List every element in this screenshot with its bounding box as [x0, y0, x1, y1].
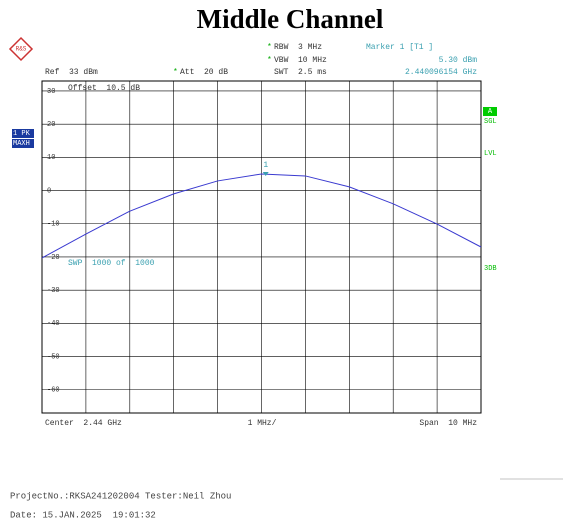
center: Center 2.44 GHz	[45, 419, 122, 428]
star: *	[267, 56, 272, 65]
y-tick-label: -20	[47, 254, 60, 262]
span: Span 10 MHz	[419, 419, 477, 428]
badge	[12, 129, 34, 138]
swt: SWT 2.5 ms	[274, 68, 327, 77]
star: *	[173, 68, 178, 77]
trace-mode: MAXH	[13, 140, 30, 148]
side-lvl: LVL	[484, 150, 497, 158]
trace-name: 1 PK	[13, 130, 31, 138]
y-tick-label: -50	[47, 353, 60, 361]
y-tick-label: 30	[47, 88, 55, 96]
vbw: VBW 10 MHz	[274, 56, 327, 65]
logo: R&S	[8, 36, 34, 62]
marker-label: 1	[263, 161, 268, 170]
date: Date: 15.JAN.2025 19:01:32	[10, 510, 156, 520]
y-tick-label: -10	[47, 221, 60, 229]
y-tick-label: -40	[47, 320, 60, 328]
marker-frequency: 2.440096154 GHz	[405, 68, 477, 77]
y-tick-label: 0	[47, 187, 51, 195]
offset: Offset 10.5 dB	[68, 84, 140, 93]
project: ProjectNo.:RKSA241202004 Tester:Neil Zho…	[10, 491, 231, 501]
sweep: SWP 1000 of 1000	[68, 259, 155, 268]
star: *	[267, 43, 272, 52]
side-3db: 3DB	[484, 265, 497, 273]
y-tick-label: -60	[47, 387, 60, 395]
chart-title: Middle Channel	[197, 4, 384, 34]
marker-readout: 5.30 dBm	[439, 56, 478, 65]
side-sgl: SGL	[484, 118, 497, 126]
side-a: A	[488, 108, 493, 116]
per-div: 1 MHz/	[248, 419, 277, 428]
rbw: RBW 3 MHz	[274, 43, 322, 52]
y-tick-label: 10	[47, 154, 55, 162]
badge	[483, 107, 497, 116]
ref: Ref 33 dBm	[45, 68, 98, 77]
y-tick-label: 20	[47, 121, 55, 129]
att: Att 20 dB	[180, 68, 228, 77]
trace	[41, 173, 482, 259]
y-tick-label: -30	[47, 287, 60, 295]
marker	[262, 171, 269, 176]
marker-name: Marker 1 [T1 ]	[366, 43, 433, 52]
badge	[12, 139, 34, 148]
svg-text:R&S: R&S	[16, 46, 27, 53]
